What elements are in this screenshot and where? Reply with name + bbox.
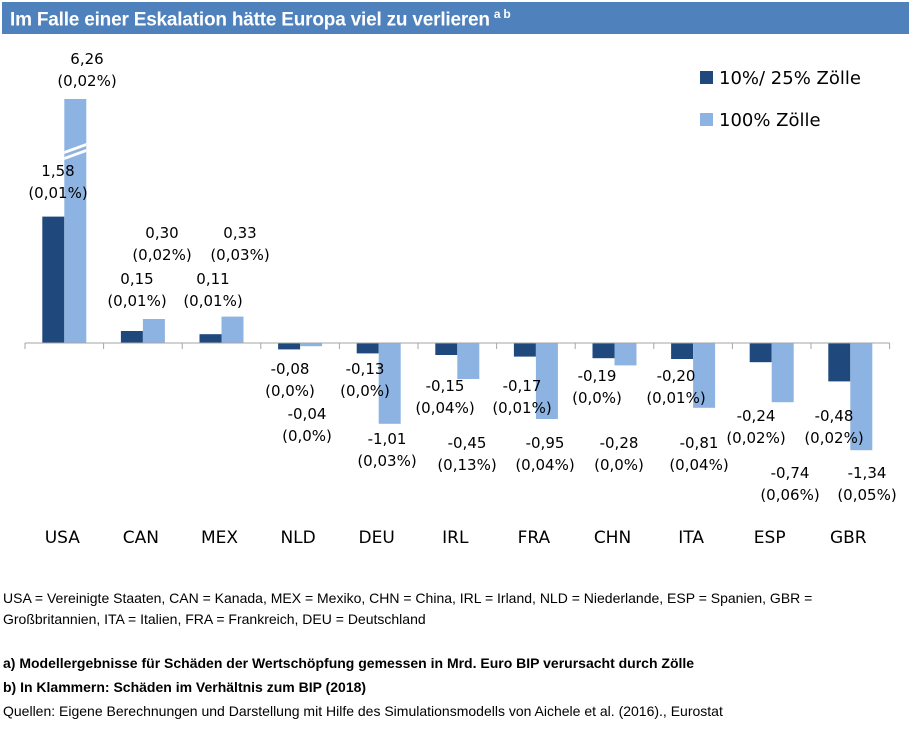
title-bar: Im Falle einer Eskalation hätte Europa v… xyxy=(2,2,909,34)
abbreviations-line-2: Großbritannien, ITA = Italien, FRA = Fra… xyxy=(3,611,426,627)
category-label-deu: DEU xyxy=(359,528,395,548)
bar-irl-series-2 xyxy=(457,343,480,379)
data-label-share: (0,04%) xyxy=(669,456,728,474)
category-label-usa: USA xyxy=(45,528,81,548)
bar-nld-series-1 xyxy=(278,343,301,350)
category-label-can: CAN xyxy=(123,528,159,548)
data-label-value: -0,13 xyxy=(346,360,385,378)
category-label-chn: CHN xyxy=(594,528,631,548)
data-label-value: -0,24 xyxy=(737,407,776,425)
bar-ita-series-2 xyxy=(693,343,716,408)
bar-irl-series-1 xyxy=(435,343,458,355)
bar-usa-series-2 xyxy=(64,99,87,343)
data-label-value: -0,19 xyxy=(578,367,617,385)
bar-fra-series-2 xyxy=(535,343,558,419)
bar-gbr-series-1 xyxy=(828,343,851,382)
bar-chn-series-2 xyxy=(614,343,637,366)
bar-ita-series-1 xyxy=(671,343,694,359)
category-labels-group: USA CAN MEX NLD DEU IRL FRA CHN ITA ESP GBR xyxy=(45,528,867,548)
data-label-share: (0,06%) xyxy=(760,486,819,504)
bar-mex-series-1 xyxy=(199,334,222,343)
chart-title-text: Im Falle einer Eskalation hätte Europa v… xyxy=(10,9,490,31)
category-label-fra: FRA xyxy=(518,528,551,548)
data-label-value: -0,74 xyxy=(771,464,810,482)
data-label-share: (0,05%) xyxy=(837,486,896,504)
data-label-share: (0,02%) xyxy=(132,246,191,264)
data-label-value: -0,17 xyxy=(503,377,542,395)
data-label-share: (0,0%) xyxy=(572,389,622,407)
chart-title: Im Falle einer Eskalation hätte Europa v… xyxy=(10,7,511,31)
bar-nld-series-2 xyxy=(300,343,323,347)
legend-swatch-1 xyxy=(700,71,713,84)
category-label-irl: IRL xyxy=(442,528,469,548)
category-label-esp: ESP xyxy=(754,528,786,548)
data-label-share: (0,04%) xyxy=(515,456,574,474)
data-label-share: (0,02%) xyxy=(57,72,116,90)
legend-label-2: 100% Zölle xyxy=(719,110,821,131)
data-label-value: -1,01 xyxy=(368,430,407,448)
bar-can-series-1 xyxy=(120,331,143,343)
data-label-value: 0,33 xyxy=(223,224,256,242)
data-label-value: -0,95 xyxy=(526,434,565,452)
axis-break-mark xyxy=(64,149,87,160)
data-label-share: (0,03%) xyxy=(357,452,416,470)
sources-note: Quellen: Eigene Berechnungen und Darstel… xyxy=(3,703,723,719)
data-label-value: -0,48 xyxy=(815,407,854,425)
axis-break-mark xyxy=(64,143,87,154)
data-label-share: (0,01%) xyxy=(28,184,87,202)
data-label-value: 6,26 xyxy=(70,50,103,68)
data-label-value: -0,81 xyxy=(680,434,719,452)
data-label-value: -0,08 xyxy=(271,360,310,378)
bar-esp-series-1 xyxy=(749,343,772,363)
bars-group xyxy=(42,99,873,451)
footnote-a: a) Modellergebnisse für Schäden der Wert… xyxy=(3,655,695,671)
data-label-share: (0,0%) xyxy=(265,382,315,400)
data-label-share: (0,0%) xyxy=(282,427,332,445)
data-label-share: (0,01%) xyxy=(183,292,242,310)
data-label-share: (0,02%) xyxy=(726,429,785,447)
category-label-nld: NLD xyxy=(280,528,315,548)
abbreviations-line-1: USA = Vereinigte Staaten, CAN = Kanada, … xyxy=(3,590,813,606)
data-label-value: -0,20 xyxy=(657,367,696,385)
category-label-ita: ITA xyxy=(678,528,704,548)
bar-deu-series-2 xyxy=(378,343,401,424)
bar-chn-series-1 xyxy=(592,343,615,359)
data-label-value: 0,11 xyxy=(196,270,229,288)
legend-label-1: 10%/ 25% Zölle xyxy=(719,68,861,89)
data-label-share: (0,02%) xyxy=(804,429,863,447)
bar-usa-series-1 xyxy=(42,216,65,343)
data-label-share: (0,0%) xyxy=(340,382,390,400)
data-label-share: (0,01%) xyxy=(107,292,166,310)
bar-can-series-2 xyxy=(142,319,165,343)
x-axis xyxy=(24,342,891,349)
data-label-share: (0,13%) xyxy=(437,456,496,474)
category-label-gbr: GBR xyxy=(830,528,867,548)
data-label-share: (0,04%) xyxy=(415,399,474,417)
data-label-value: 0,30 xyxy=(145,224,178,242)
bar-mex-series-2 xyxy=(221,316,244,343)
footnote-b: b) In Klammern: Schäden im Verhältnis zu… xyxy=(3,679,367,695)
data-labels-group: 1,58 (0,01%) 0,15 (0,01%) 0,11 (0,01%) -0,08 (0… xyxy=(28,50,896,504)
data-label-value: -1,34 xyxy=(848,464,887,482)
data-label-value: -0,04 xyxy=(288,405,327,423)
data-label-value: 0,15 xyxy=(120,270,153,288)
data-label-value: 1,58 xyxy=(41,162,74,180)
data-label-value: -0,15 xyxy=(426,377,465,395)
chart-title-superscript: a b xyxy=(493,7,511,21)
bar-gbr-series-2 xyxy=(850,343,873,451)
data-label-share: (0,01%) xyxy=(646,389,705,407)
bar-fra-series-1 xyxy=(513,343,536,357)
data-label-value: -0,45 xyxy=(448,434,487,452)
category-label-mex: MEX xyxy=(201,528,238,548)
data-label-share: (0,01%) xyxy=(492,399,551,417)
data-label-share: (0,03%) xyxy=(210,246,269,264)
data-label-share: (0,0%) xyxy=(594,456,644,474)
data-label-value: -0,28 xyxy=(600,434,639,452)
legend: 10%/ 25% Zölle 100% Zölle xyxy=(700,68,861,131)
bar-deu-series-1 xyxy=(356,343,379,354)
bar-esp-series-2 xyxy=(771,343,794,403)
legend-swatch-2 xyxy=(700,113,713,126)
bar-chart: 1,58 (0,01%) 0,15 (0,01%) 0,11 (0,01%) -0,08 (0… xyxy=(24,50,897,548)
